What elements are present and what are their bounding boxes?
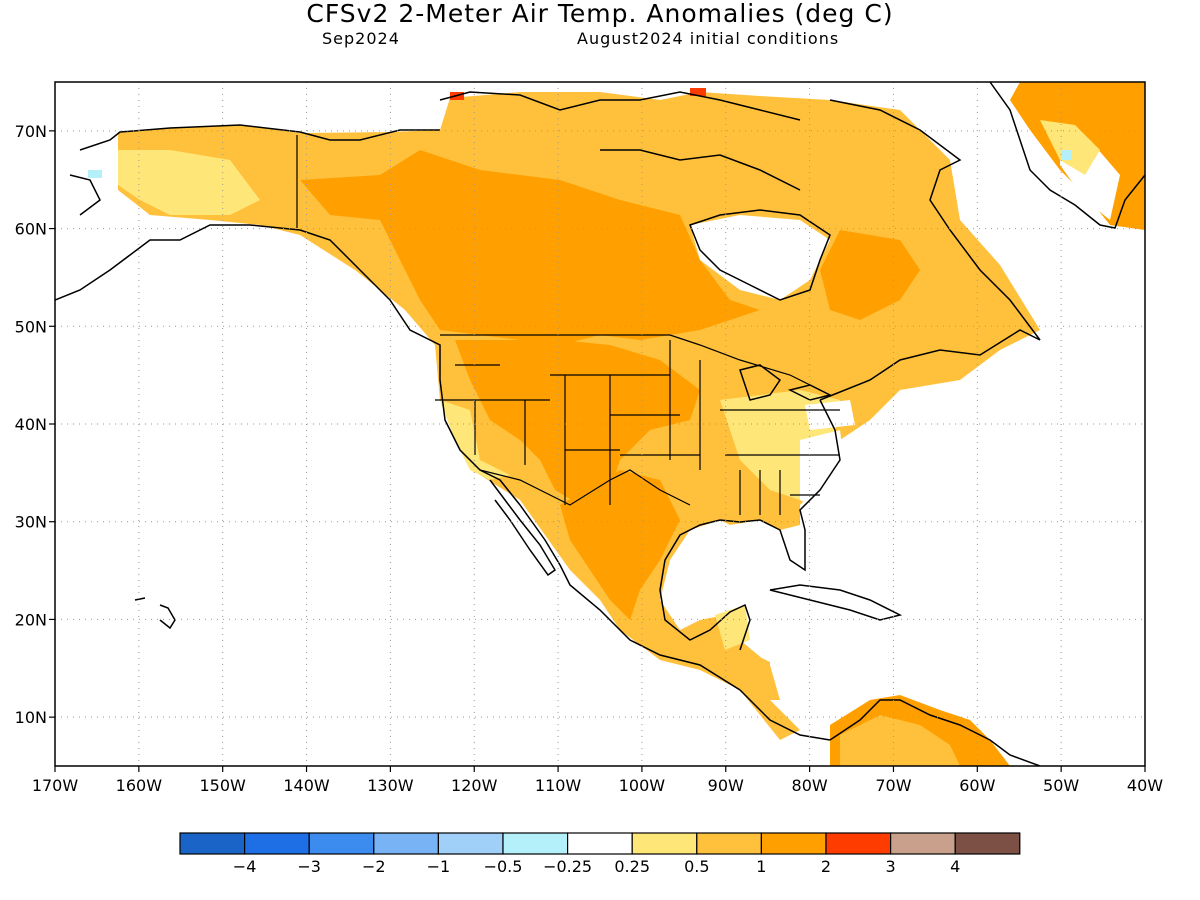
anomaly-region-quebec [820, 230, 920, 320]
coastline-east-canada [819, 99, 1041, 401]
lon-tick-label: 40W [1127, 776, 1163, 795]
legend-label: −4 [233, 857, 257, 876]
lon-tick-label: 50W [1043, 776, 1079, 795]
coastline-cuba [769, 584, 903, 621]
legend-label: −0.5 [484, 857, 523, 876]
legend-label: 1 [756, 857, 766, 876]
lat-tick-label: 20N [15, 610, 47, 629]
anomaly-cold-spot-greenland [1062, 150, 1072, 160]
legend-label: 4 [950, 857, 960, 876]
lon-tick-label: 160W [116, 776, 163, 795]
legend-swatch [954, 832, 1021, 855]
anomaly-region-mexico [560, 470, 680, 620]
legend-label: 2 [821, 857, 831, 876]
coastline-layer [55, 82, 1145, 766]
lon-tick-label: 110W [535, 776, 582, 795]
legend-swatch [244, 832, 310, 855]
hudson-bay-no-data [690, 215, 830, 300]
coastline-baja [489, 479, 556, 577]
anomaly-region-south-america-light [840, 715, 960, 766]
anomaly-region-canada-core [300, 150, 760, 345]
legend-label: −0.25 [543, 857, 592, 876]
legend-swatch [308, 832, 375, 855]
border-state-lines-west [435, 340, 700, 505]
lat-tick-label: 40N [15, 415, 47, 434]
legend-swatch [825, 832, 892, 855]
legend-swatch [373, 832, 439, 855]
anomaly-fill-layer [88, 82, 1145, 766]
legend-swatch [502, 832, 569, 855]
coastline-south-america [829, 699, 1041, 766]
anomaly-cold-spot-alaska [88, 170, 102, 178]
anomaly-region-southeast-white [800, 430, 845, 510]
legend-label: −2 [362, 857, 386, 876]
lon-tick-label: 120W [451, 776, 498, 795]
legend-swatch [631, 832, 698, 855]
anomaly-region-central-america [700, 640, 780, 700]
initial-conditions-label: August2024 initial conditions [577, 29, 840, 48]
anomaly-region-alaska-north [118, 150, 260, 215]
border-layer [296, 135, 840, 515]
grid-lines [55, 82, 1145, 766]
coastline-great-lakes [739, 364, 833, 401]
lat-tick-label: 50N [15, 317, 47, 336]
anomaly-region-greenland-light [1040, 120, 1100, 175]
valid-month-label: Sep2024 [322, 29, 400, 48]
anomaly-region-northeast-white [805, 400, 855, 430]
lon-tick-label: 130W [367, 776, 414, 795]
legend-swatch [889, 832, 956, 855]
lon-tick-label: 80W [792, 776, 828, 795]
lon-tick-label: 70W [875, 776, 911, 795]
border-state-lines-east [699, 360, 840, 515]
lon-tick-label: 150W [200, 776, 247, 795]
coastline-greenland [989, 82, 1145, 229]
anomaly-region-yucatan [715, 605, 750, 650]
legend-label: 0.25 [614, 857, 650, 876]
chart-title: CFSv2 2-Meter Air Temp. Anomalies (deg C… [306, 0, 894, 28]
border-us-canada [440, 334, 821, 391]
lon-tick-label: 140W [283, 776, 330, 795]
lat-tick-label: 30N [15, 513, 47, 532]
lon-tick-label: 170W [32, 776, 79, 795]
legend-swatch [566, 832, 633, 855]
legend-label: −3 [297, 857, 321, 876]
legend-swatch [179, 832, 246, 855]
coastline-arctic-islands [439, 91, 801, 191]
color-legend: −4 −3 −2 −1 −0.5 −0.25 0.25 0.5 1 2 3 4 [179, 832, 1021, 876]
coastline-alaska [55, 124, 440, 301]
legend-swatch [696, 832, 762, 855]
lat-tick-label: 70N [15, 122, 47, 141]
lat-tick-label: 10N [15, 708, 47, 727]
anomaly-region-us-west [455, 340, 700, 505]
lon-tick-label: 100W [619, 776, 666, 795]
legend-label: 3 [886, 857, 896, 876]
anomaly-hotspot-2 [690, 88, 706, 96]
latitude-axis: 10N 20N 30N 40N 50N 60N 70N [15, 122, 55, 727]
map-plot-area [55, 82, 1145, 766]
longitude-axis: 170W 160W 150W 140W 130W 120W 110W 100W 90W 80W 70… [32, 766, 1163, 795]
coastline-hudson-bay [689, 209, 831, 301]
lon-tick-label: 60W [959, 776, 995, 795]
coastline-hawaii [134, 597, 176, 630]
lat-tick-label: 60N [15, 220, 47, 239]
legend-swatch [437, 832, 504, 855]
legend-swatch [760, 832, 827, 855]
coastline-gulf [659, 399, 841, 651]
coastline-west [359, 269, 831, 741]
lon-tick-label: 90W [708, 776, 744, 795]
legend-label: −1 [427, 857, 451, 876]
legend-label: 0.5 [684, 857, 709, 876]
